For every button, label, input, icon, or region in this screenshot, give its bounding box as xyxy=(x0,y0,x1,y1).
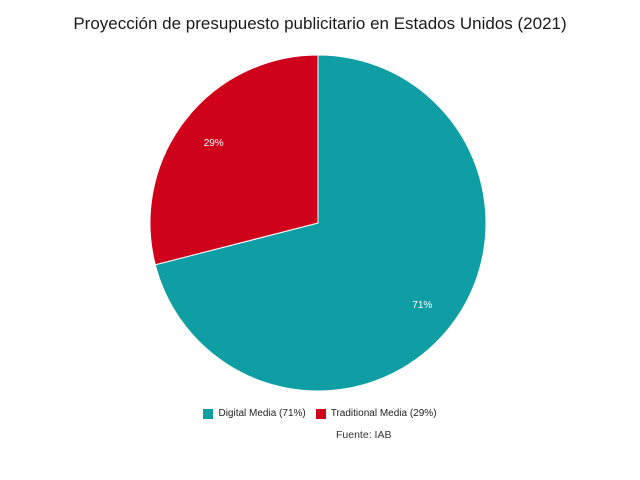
legend: Digital Media (71%) Traditional Media (2… xyxy=(0,408,640,419)
slice-label-digital-media: 71% xyxy=(412,300,432,311)
legend-item-traditional-media[interactable]: Traditional Media (29%) xyxy=(315,408,437,419)
source-note: Fuente: IAB xyxy=(336,429,392,441)
pie-slice-digital-media[interactable] xyxy=(154,54,487,392)
legend-label-digital-media: Digital Media (71%) xyxy=(218,408,306,419)
legend-swatch-traditional-media xyxy=(315,408,326,419)
pie-slice-traditional-media[interactable] xyxy=(149,54,319,266)
chart-title: Proyección de presupuesto publicitario e… xyxy=(73,14,567,33)
legend-swatch-digital-media xyxy=(203,408,214,419)
legend-label-traditional-media: Traditional Media (29%) xyxy=(330,408,437,419)
legend-item-digital-media[interactable]: Digital Media (71%) xyxy=(203,408,306,419)
slice-label-traditional-media: 29% xyxy=(204,138,224,149)
